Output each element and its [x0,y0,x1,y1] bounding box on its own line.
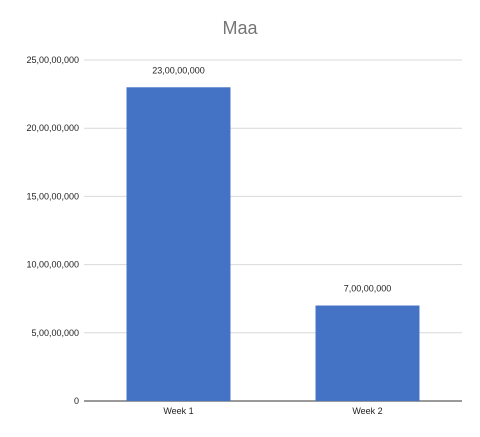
data-label: 7,00,00,000 [344,284,392,294]
bars [126,87,420,401]
data-label: 23,00,00,000 [152,65,205,75]
bar [315,305,420,401]
x-tick-label: Week 2 [352,406,382,416]
labels: 0 5,00,00,000 10,00,00,000 15,00,00,000 20,0… [26,55,391,416]
bar [126,87,231,401]
y-tick-label: 25,00,00,000 [26,55,79,65]
y-tick-label: 20,00,00,000 [26,123,79,133]
y-tick-label: 0 [74,396,79,406]
y-tick-label: 10,00,00,000 [26,260,79,270]
chart-title: Maa [222,18,258,38]
y-tick-label: 15,00,00,000 [26,191,79,201]
x-tick-label: Week 1 [163,406,193,416]
y-tick-label: 5,00,00,000 [31,328,79,338]
